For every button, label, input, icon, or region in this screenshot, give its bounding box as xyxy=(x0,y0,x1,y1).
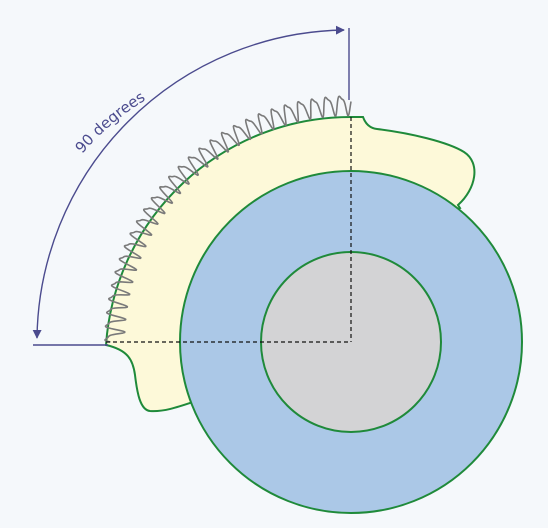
angle-label-text: 90 degrees xyxy=(72,88,149,157)
angle-dimension-arc xyxy=(32,25,345,339)
angle-label: 90 degrees xyxy=(72,88,149,157)
